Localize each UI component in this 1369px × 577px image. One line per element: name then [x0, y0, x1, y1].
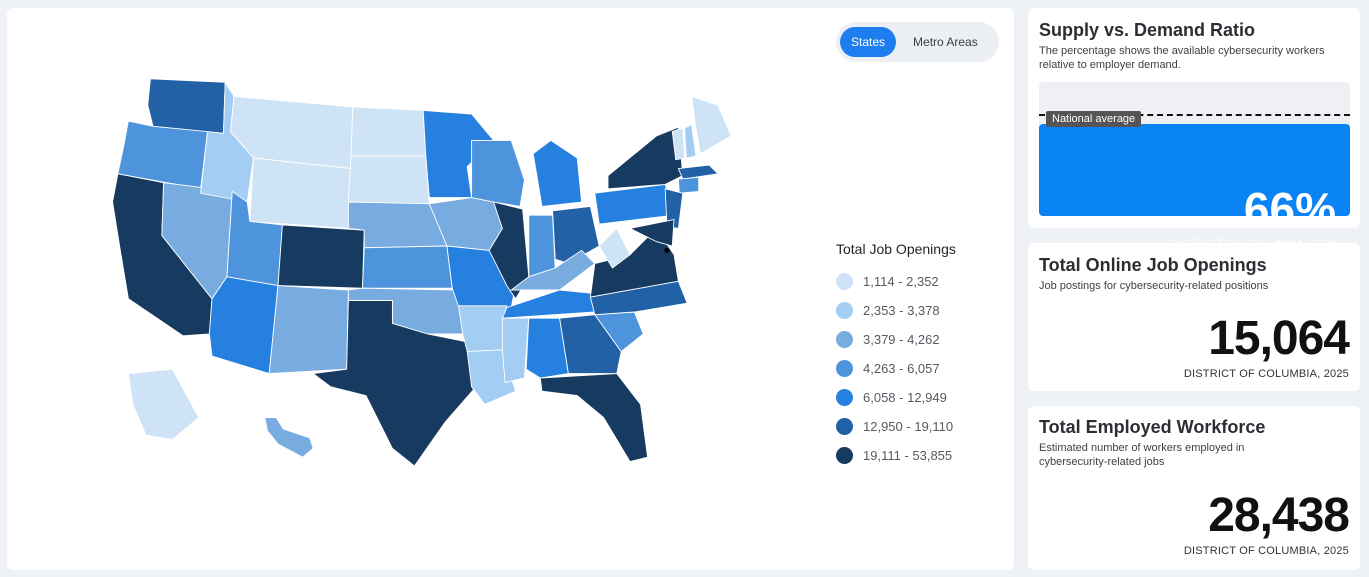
legend: Total Job Openings 1,114 - 2,352 2,353 - …	[836, 241, 956, 470]
legend-item: 1,114 - 2,352	[836, 267, 956, 296]
legend-swatch	[836, 418, 853, 435]
supply-demand-description: The percentage shows the available cyber…	[1039, 45, 1325, 71]
supply-demand-card: Supply vs. Demand Ratio The percentage s…	[1028, 8, 1360, 250]
state-ga[interactable]	[559, 314, 622, 375]
ratio-gauge: 66% DISTRICT OF COLUMBIA, 2025 National …	[1039, 82, 1350, 250]
map-panel: States Metro Areas Total Job Openings 1,…	[7, 8, 1014, 570]
state-ct[interactable]	[677, 176, 700, 194]
legend-item: 2,353 - 3,378	[836, 296, 956, 325]
state-hi[interactable]	[264, 417, 314, 458]
legend-label: 1,114 - 2,352	[863, 274, 939, 289]
legend-label: 3,379 - 4,262	[863, 332, 940, 347]
state-nm[interactable]	[268, 285, 349, 375]
state-fl[interactable]	[539, 373, 649, 463]
legend-swatch	[836, 389, 853, 406]
state-ak[interactable]	[127, 368, 200, 441]
view-toggle[interactable]: States Metro Areas	[836, 22, 999, 62]
legend-item: 6,058 - 12,949	[836, 383, 956, 412]
state-mn[interactable]	[422, 110, 495, 199]
workforce-footer: DISTRICT OF COLUMBIA, 2025	[1183, 545, 1349, 557]
legend-item: 12,950 - 19,110	[836, 412, 956, 441]
job-openings-description: Job postings for cybersecurity-related p…	[1039, 280, 1269, 292]
legend-label: 2,353 - 3,378	[863, 303, 940, 318]
job-openings-footer: DISTRICT OF COLUMBIA, 2025	[1183, 368, 1349, 380]
legend-item: 4,263 - 6,057	[836, 354, 956, 383]
toggle-states-button[interactable]: States	[840, 27, 897, 57]
state-sd[interactable]	[347, 155, 430, 205]
legend-swatch	[836, 447, 853, 464]
ratio-value: 66%	[1243, 182, 1336, 235]
legend-item: 3,379 - 4,262	[836, 325, 956, 354]
state-nj[interactable]	[664, 188, 684, 229]
state-me[interactable]	[691, 95, 732, 155]
supply-demand-title: Supply vs. Demand Ratio	[1039, 20, 1256, 40]
state-dc-marker[interactable]	[664, 247, 670, 254]
legend-swatch	[836, 273, 853, 290]
workforce-card: Total Employed Workforce Estimated numbe…	[1028, 406, 1360, 570]
state-wv[interactable]	[598, 227, 631, 269]
state-ar[interactable]	[457, 305, 508, 353]
state-al[interactable]	[525, 317, 569, 379]
legend-swatch	[836, 302, 853, 319]
state-ma[interactable]	[677, 164, 719, 180]
state-il[interactable]	[488, 201, 530, 300]
toggle-metro-areas-button[interactable]: Metro Areas	[913, 35, 978, 49]
state-tx[interactable]	[312, 300, 477, 467]
legend-swatch	[836, 331, 853, 348]
state-md[interactable]	[628, 219, 675, 247]
workforce-title: Total Employed Workforce	[1039, 417, 1266, 437]
job-openings-value: 15,064	[1208, 312, 1350, 365]
national-average-line	[1039, 114, 1350, 116]
legend-label: 12,950 - 19,110	[863, 419, 954, 434]
ratio-fill-bar: 66% DISTRICT OF COLUMBIA, 2025	[1039, 123, 1350, 250]
state-az[interactable]	[208, 276, 279, 375]
national-average-label: National average	[1046, 111, 1142, 127]
us-choropleth-map	[112, 78, 732, 467]
state-mi[interactable]	[532, 139, 583, 207]
legend-swatch	[836, 360, 853, 377]
legend-label: 4,263 - 6,057	[863, 361, 940, 376]
state-wy[interactable]	[249, 157, 352, 229]
state-nd[interactable]	[350, 106, 427, 157]
workforce-description: Estimated number of workers employed in …	[1039, 442, 1245, 468]
state-wa[interactable]	[147, 78, 226, 134]
state-ms[interactable]	[501, 317, 530, 383]
state-wi[interactable]	[471, 139, 525, 207]
legend-label: 19,111 - 53,855	[863, 448, 953, 463]
state-pa[interactable]	[594, 183, 675, 225]
state-nh[interactable]	[684, 123, 697, 159]
job-openings-title: Total Online Job Openings	[1039, 255, 1267, 275]
state-in[interactable]	[528, 214, 556, 278]
job-openings-card: Total Online Job Openings Job postings f…	[1028, 243, 1360, 391]
legend-title: Total Job Openings	[836, 241, 956, 257]
state-co[interactable]	[277, 224, 365, 289]
state-vt[interactable]	[671, 127, 686, 161]
legend-label: 6,058 - 12,949	[863, 390, 947, 405]
state-ks[interactable]	[362, 245, 453, 289]
legend-item: 19,111 - 53,855	[836, 441, 956, 470]
workforce-value: 28,438	[1208, 489, 1350, 542]
state-ny[interactable]	[607, 126, 684, 190]
